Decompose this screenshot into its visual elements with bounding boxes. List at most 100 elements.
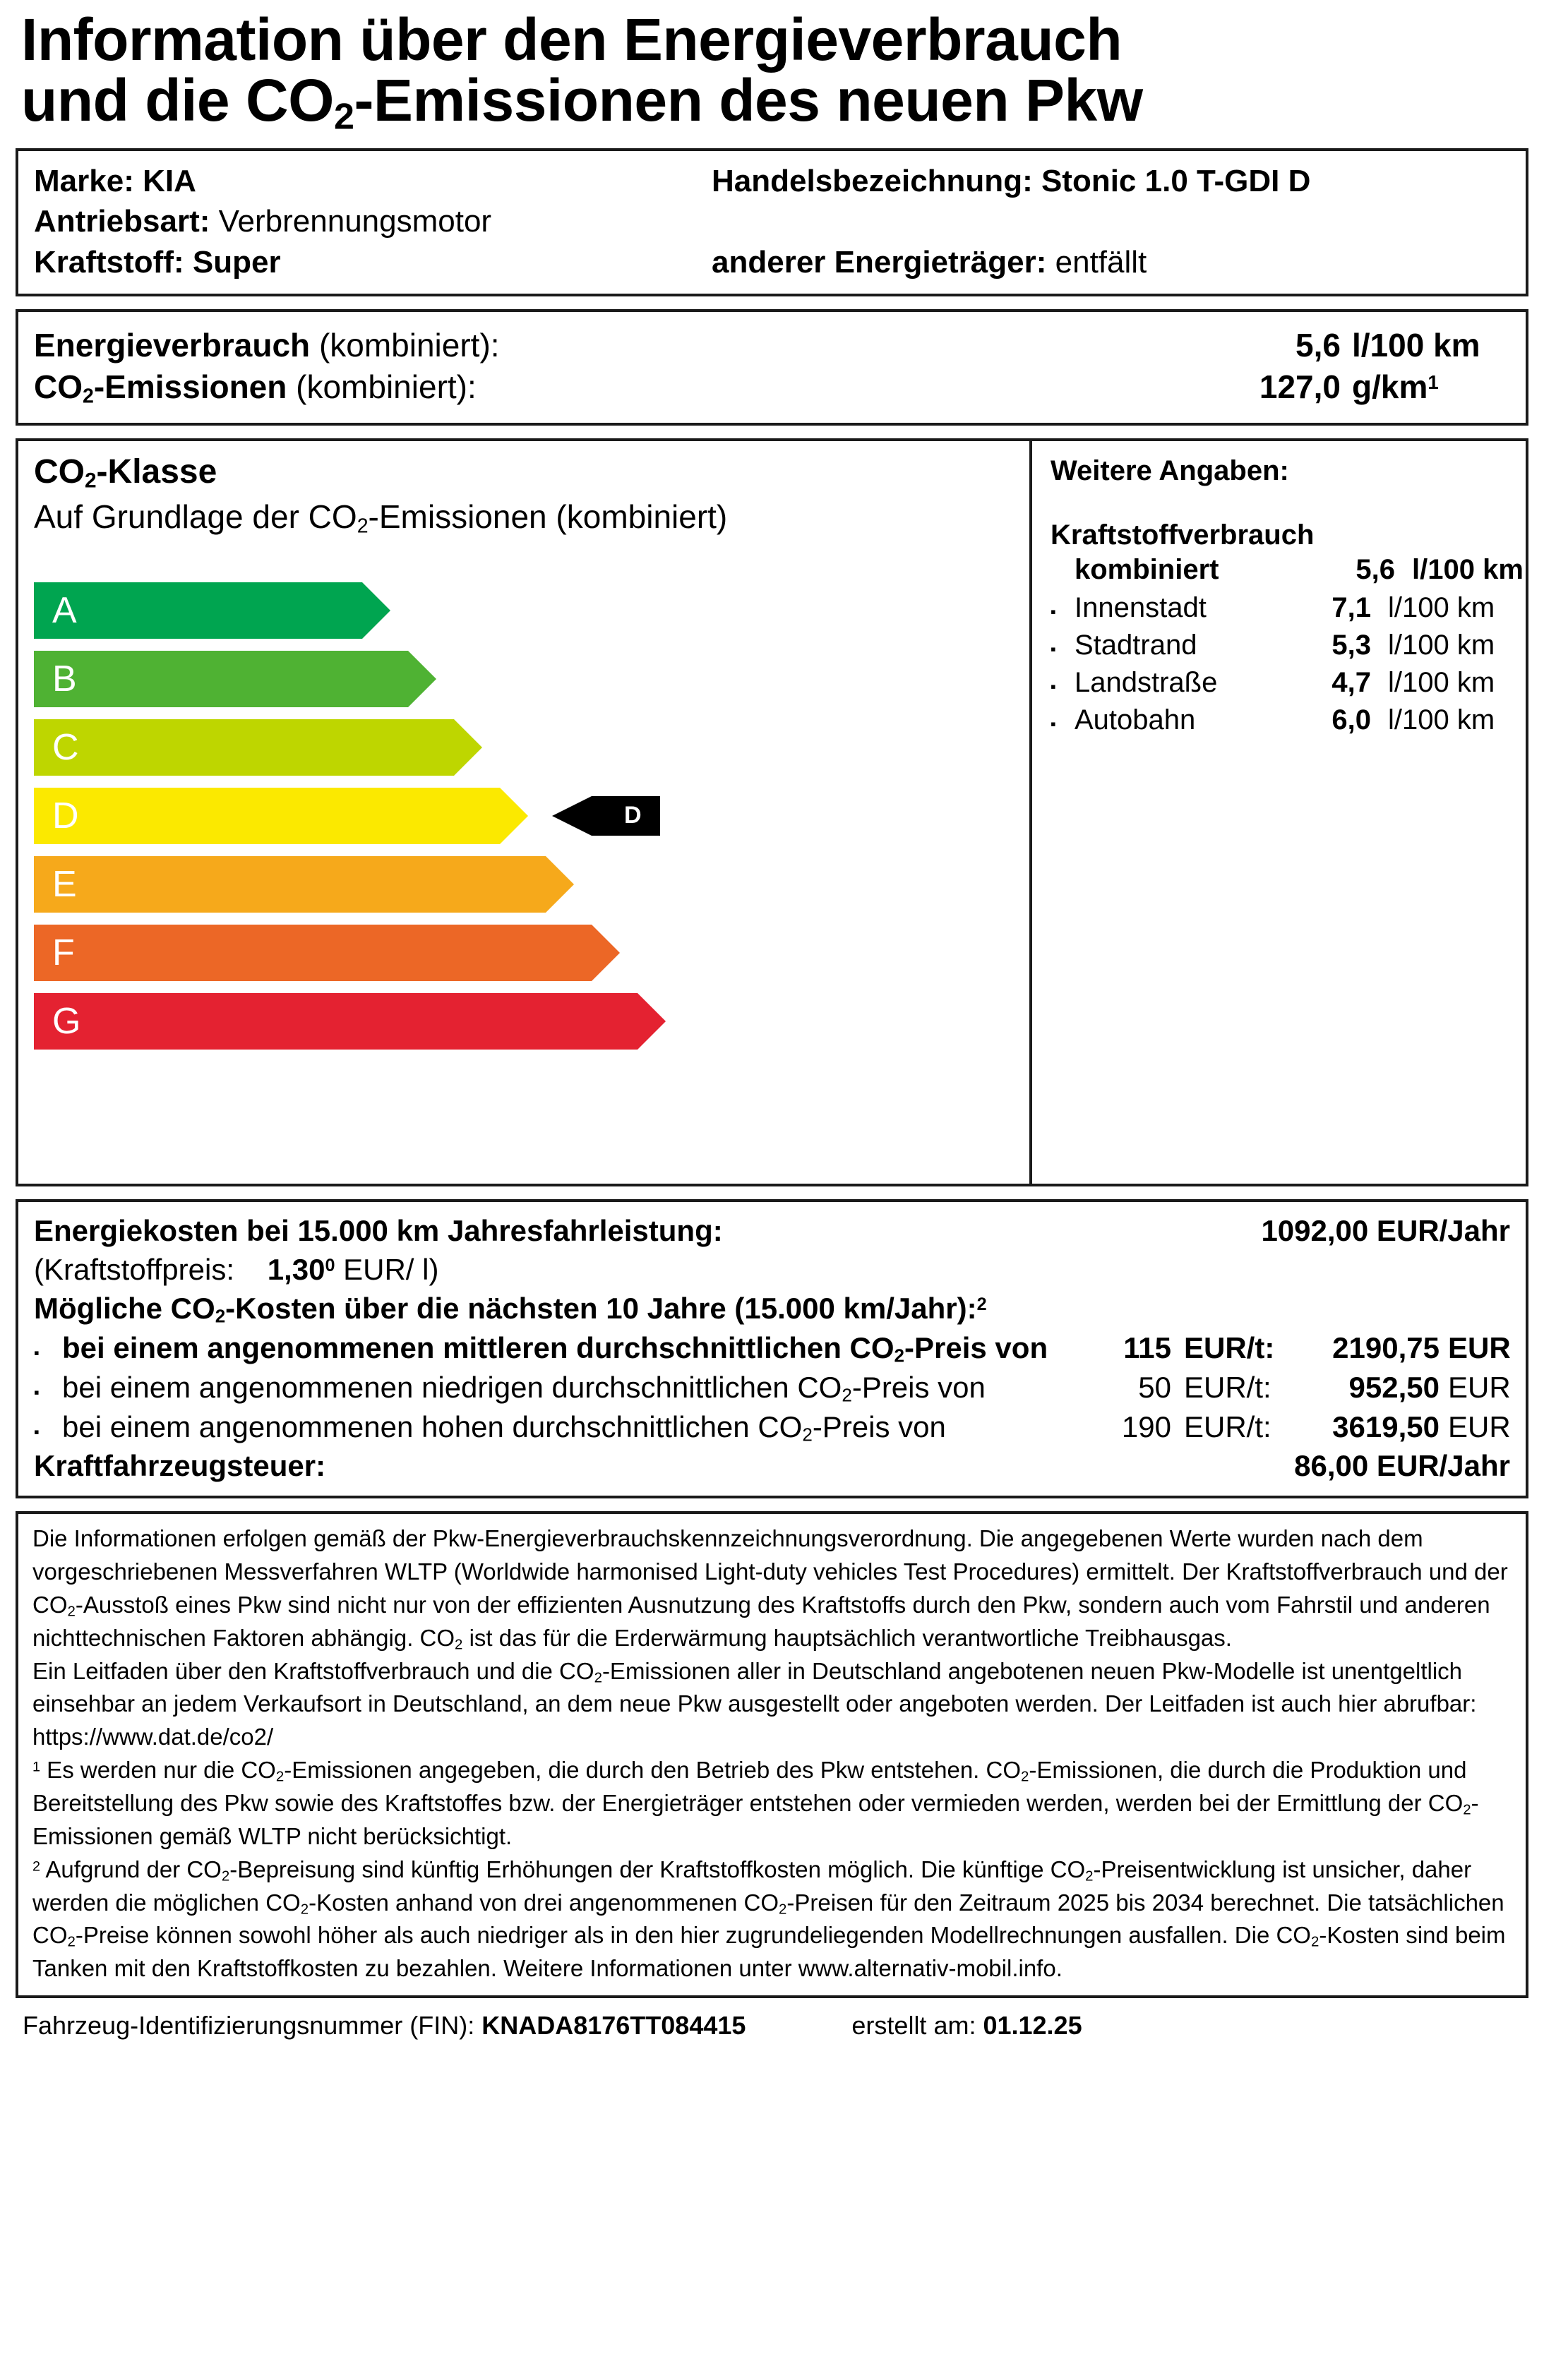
consumption-row-value: 5,6: [1356, 554, 1395, 586]
footer: Fahrzeug-Identifizierungsnummer (FIN): K…: [16, 1998, 1528, 2041]
vehicle-info-box: Marke: KIA Handelsbezeichnung: Stonic 1.…: [16, 148, 1528, 296]
consumption-box: Energieverbrauch (kombiniert): 5,6 l/100…: [16, 308, 1528, 426]
consumption-row-value: 6,0: [1331, 704, 1371, 736]
co2-class-divider: [1029, 441, 1032, 1184]
fineprint-box: Die Informationen erfolgen gemäß der Pkw…: [16, 1511, 1528, 1999]
co2-emissionen-label: CO2-Emissionen (kombiniert):: [34, 368, 477, 407]
bullet-icon: ▪: [1051, 602, 1056, 620]
energieverbrauch-unit: l/100 km: [1352, 326, 1480, 363]
consumption-row-innenstadt: ▪ Innenstadt 7,1 l/100 km: [1051, 589, 1526, 627]
fineprint-paragraph-1: Die Informationen erfolgen gemäß der Pkw…: [32, 1525, 1508, 1653]
consumption-row-name: Autobahn: [1075, 704, 1196, 736]
co2-class-bar-b: B: [34, 650, 1029, 707]
handelsbezeichnung-field: Handelsbezeichnung: Stonic 1.0 T-GDI D: [712, 161, 1510, 201]
bullet-icon: ▪: [34, 1344, 40, 1362]
antriebsart-label: Antriebsart:: [34, 204, 210, 239]
consumption-row-kombiniert: kombiniert 5,6 l/100 km: [1051, 551, 1526, 589]
bar-body-g: G: [34, 992, 666, 1050]
kraftfahrzeugsteuer-label: Kraftfahrzeugsteuer:: [34, 1449, 326, 1483]
kraftstoffpreis-row: (Kraftstoffpreis: 1,300 EUR/ l): [34, 1251, 1510, 1290]
co2-cost-total: 2190,75: [1332, 1331, 1440, 1365]
energiekosten-value: 1092,00 EUR/Jahr: [1261, 1214, 1510, 1248]
energietraeger-value: entfällt: [1055, 244, 1147, 280]
weitere-angaben-heading: Weitere Angaben:: [1051, 455, 1289, 487]
bar-letter-d: D: [52, 795, 79, 836]
marke-field: Marke: KIA: [34, 161, 712, 201]
vehicle-row-marke: Marke: KIA Handelsbezeichnung: Stonic 1.…: [34, 161, 1510, 201]
consumption-row-value: 4,7: [1331, 667, 1371, 698]
bar-letter-c: C: [52, 726, 79, 768]
co2-class-bar-g: G: [34, 992, 1029, 1050]
consumption-row-name: Landstraße: [1075, 667, 1218, 698]
page-title: Information über den Energieverbrauch un…: [16, 0, 1528, 136]
page-title-line-1: Information über den Energieverbrauch: [21, 6, 1123, 73]
bar-body-a: A: [34, 582, 390, 639]
co2-cost-description: bei einem angenommenen niedrigen durchsc…: [62, 1371, 986, 1407]
co2-class-subtitle: Auf Grundlage der CO2-Emissionen (kombin…: [34, 498, 728, 538]
co2-class-box: CO2-Klasse Auf Grundlage der CO2-Emissio…: [16, 438, 1528, 1187]
energieverbrauch-value: 5,6: [1295, 326, 1341, 363]
created-label: erstellt am:: [851, 2011, 976, 2041]
co2-class-bar-e: E: [34, 855, 1029, 913]
co2-price-per-ton: 50: [1138, 1371, 1171, 1405]
co2-class-bar-f: F: [34, 924, 1029, 981]
bar-body-b: B: [34, 650, 436, 707]
consumption-row-unit: l/100 km: [1388, 629, 1495, 661]
co2-cost-total: 3619,50: [1332, 1410, 1440, 1444]
co2-cost-line-2: ▪ bei einem angenommenen niedrigen durchs…: [34, 1368, 1511, 1407]
consumption-row-name: kombiniert: [1075, 554, 1219, 586]
co2-cost-description: bei einem angenommenen mittleren durchsc…: [62, 1331, 1048, 1366]
bullet-icon: ▪: [1051, 639, 1056, 658]
page-title-line-2: und die CO2-Emissionen des neuen Pkw: [21, 66, 1143, 138]
co2-cost-line-1: ▪ bei einem angenommenen mittleren durchs…: [34, 1328, 1511, 1368]
bar-letter-g: G: [52, 1000, 81, 1042]
co2-price-per-ton: 115: [1123, 1331, 1171, 1365]
kraftfahrzeugsteuer-value: 86,00 EUR/Jahr: [1294, 1449, 1510, 1483]
consumption-row-autobahn: ▪ Autobahn 6,0 l/100 km: [1051, 702, 1526, 739]
co2-price-unit: EUR/t:: [1184, 1331, 1275, 1365]
energieverbrauch-label: Energieverbrauch (kombiniert):: [34, 326, 500, 363]
energietraeger-field: anderer Energieträger: entfällt: [712, 242, 1510, 282]
energieverbrauch-row: Energieverbrauch (kombiniert): 5,6 l/100…: [34, 325, 1510, 366]
consumption-row-name: Innenstadt: [1075, 591, 1207, 623]
co2-class-scale-panel: CO2-Klasse Auf Grundlage der CO2-Emissio…: [18, 441, 1029, 1184]
bullet-icon: ▪: [1051, 678, 1056, 695]
energietraeger-label: anderer Energieträger:: [712, 244, 1047, 280]
bar-body-d: D: [34, 787, 528, 844]
co2-emissionen-value: 127,0: [1259, 368, 1341, 405]
consumption-row-value: 5,3: [1331, 629, 1371, 661]
co2-cost-line-3: ▪ bei einem angenommenen hohen durchschni…: [34, 1407, 1511, 1447]
co2-emissionen-unit: g/km1: [1352, 368, 1439, 405]
co2-cost-currency: EUR: [1448, 1371, 1511, 1405]
co2-class-bar-a: A: [34, 582, 1029, 639]
kraftstoffverbrauch-heading: Kraftstoffverbrauch: [1051, 519, 1315, 551]
co2-cost-currency: EUR: [1448, 1410, 1511, 1444]
bar-body-e: E: [34, 855, 574, 913]
co2-class-bar-c: C: [34, 719, 1029, 776]
co2-price-unit: EUR/t:: [1184, 1371, 1271, 1405]
consumption-row-name: Stadtrand: [1075, 629, 1197, 661]
kraftfahrzeugsteuer-row: Kraftfahrzeugsteuer: 86,00 EUR/Jahr: [34, 1447, 1510, 1486]
handelsbezeichnung-value: Stonic 1.0 T-GDI D: [1041, 164, 1311, 199]
bullet-icon: ▪: [34, 1383, 40, 1402]
kraftstoff-field: Kraftstoff: Super: [34, 242, 712, 282]
co2-price-unit: EUR/t:: [1184, 1410, 1271, 1444]
bar-letter-a: A: [52, 589, 77, 631]
kraftstoff-label: Kraftstoff:: [34, 244, 184, 280]
fineprint-footnote-1: 1 Es werden nur die CO2-Emissionen angeg…: [32, 1757, 1479, 1849]
moegliche-co2-kosten-heading: Mögliche CO2-Kosten über die nächsten 10…: [34, 1291, 987, 1327]
kraftstoff-value: Super: [192, 244, 281, 280]
co2-cost-total: 952,50: [1348, 1371, 1440, 1405]
energiekosten-row: Energiekosten bei 15.000 km Jahresfahrle…: [34, 1212, 1510, 1251]
bar-letter-f: F: [52, 932, 75, 973]
co2-class-marker-letter: D: [624, 802, 642, 829]
marke-label: Marke:: [34, 164, 134, 199]
kraftstoffpreis-field: (Kraftstoffpreis: 1,300 EUR/ l): [34, 1253, 439, 1287]
consumption-row-landstraße: ▪ Landstraße 4,7 l/100 km: [1051, 664, 1526, 702]
fin-label: Fahrzeug-Identifizierungsnummer (FIN):: [23, 2011, 475, 2041]
co2-emissionen-row: CO2-Emissionen (kombiniert): 127,0 g/km1: [34, 366, 1510, 409]
antriebsart-field: Antriebsart: Verbrennungsmotor: [34, 201, 712, 241]
consumption-row-unit: l/100 km: [1388, 667, 1495, 698]
